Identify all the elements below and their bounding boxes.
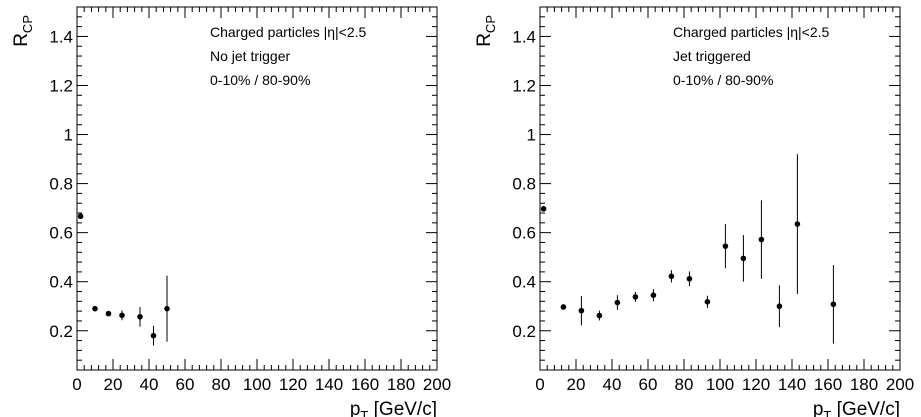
right-y-tick-label: 0.4 [512, 273, 536, 292]
right-data-point-4 [614, 299, 621, 306]
right-data-point-8 [686, 275, 693, 282]
left-annotation-0: Charged particles |η|<2.5 [210, 24, 367, 40]
right-y-tick-label: 1.2 [512, 76, 536, 95]
left-y-tick-label: 1.2 [49, 76, 73, 95]
right-annotation-1: Jet triggered [673, 48, 751, 64]
right-x-tick-label: 160 [814, 375, 842, 394]
left-x-tick-label: 20 [104, 375, 123, 394]
right-x-tick-label: 180 [850, 375, 878, 394]
left-data-point-3 [119, 312, 125, 319]
left-y-tick-label: 1.4 [49, 27, 73, 46]
right-x-tick-label: 200 [886, 375, 914, 394]
right-y-tick-label: 0.6 [512, 224, 536, 243]
left-x-tick-label: 180 [387, 375, 415, 394]
right-data-point-14 [794, 221, 801, 227]
right-y-tick-label: 0.2 [512, 322, 536, 341]
left-x-tick-label: 0 [72, 375, 81, 394]
left-y-tick-label: 0.2 [49, 322, 73, 341]
left-x-axis-title: pT [GeV/c] [350, 399, 437, 417]
left-x-tick-label: 40 [140, 375, 159, 394]
left-y-tick-label: 0.8 [49, 175, 73, 194]
right-data-point-3 [596, 312, 603, 319]
left-data-point-0 [77, 213, 84, 220]
right-x-tick-label: 140 [778, 375, 806, 394]
left-x-tick-label: 140 [315, 375, 343, 394]
right-annotation-2: 0-10% / 80-90% [673, 72, 773, 88]
left-data-point-4 [137, 313, 143, 320]
right-x-tick-label: 20 [567, 375, 586, 394]
left-data-point-6 [164, 305, 170, 312]
right-data-point-13 [776, 303, 783, 310]
right-data-point-0 [540, 206, 547, 212]
right-y-tick-label: 1.4 [512, 27, 536, 46]
left-x-tick-label: 80 [212, 375, 231, 394]
right-x-tick-label: 80 [675, 375, 694, 394]
right-data-point-7 [668, 273, 675, 280]
right-data-point-10 [722, 243, 729, 249]
right-data-point-11 [740, 255, 747, 262]
right-y-tick-label: 0.8 [512, 175, 536, 194]
left-annotation-1: No jet trigger [210, 48, 290, 64]
left-data-point-1 [92, 305, 98, 312]
left-y-tick-label: 0.4 [49, 273, 73, 292]
right-x-tick-label: 120 [742, 375, 770, 394]
left-y-axis-title: RCP [11, 15, 35, 47]
right-y-axis-title: RCP [474, 15, 498, 47]
right-data-point-2 [578, 307, 585, 314]
left-x-tick-label: 60 [176, 375, 195, 394]
right-x-axis-title: pT [GeV/c] [813, 399, 900, 417]
left-x-tick-label: 120 [279, 375, 307, 394]
left-x-tick-label: 200 [423, 375, 451, 394]
right-x-tick-label: 0 [535, 375, 544, 394]
right-data-point-12 [758, 236, 765, 243]
right-x-tick-label: 100 [706, 375, 734, 394]
right-data-point-6 [650, 292, 657, 298]
right-y-tick-label: 1 [527, 126, 536, 145]
left-y-tick-label: 1 [64, 126, 73, 145]
right-data-point-5 [632, 294, 639, 300]
right-data-point-9 [704, 299, 711, 305]
right-x-tick-label: 40 [603, 375, 622, 394]
left-data-point-5 [150, 332, 157, 339]
right-annotation-0: Charged particles |η|<2.5 [673, 24, 830, 40]
right-data-point-15 [830, 301, 837, 308]
right-x-tick-label: 60 [639, 375, 658, 394]
left-data-point-2 [105, 310, 112, 317]
left-annotation-2: 0-10% / 80-90% [210, 72, 310, 88]
left-x-tick-label: 160 [351, 375, 379, 394]
right-data-point-1 [560, 304, 567, 310]
left-y-tick-label: 0.6 [49, 224, 73, 243]
left-x-tick-label: 100 [243, 375, 271, 394]
